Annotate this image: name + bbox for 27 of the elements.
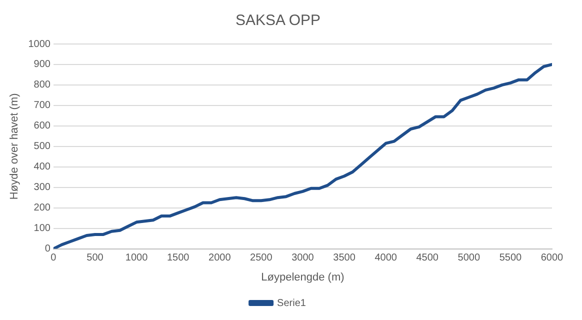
y-tick-label: 100	[34, 223, 51, 234]
y-tick-label: 400	[34, 162, 51, 173]
x-tick-label: 1500	[166, 252, 190, 264]
x-tick-label: 4000	[374, 252, 398, 264]
chart-title: SAKSA OPP	[235, 12, 321, 30]
y-tick-label: 800	[34, 80, 51, 91]
x-tick-label: 3000	[292, 252, 314, 264]
y-axis-title: Høyde over havet (m)	[8, 93, 21, 200]
x-tick-label: 6000	[540, 252, 564, 264]
y-tick-label: 200	[34, 202, 51, 214]
y-tick-label: 1000	[28, 38, 51, 50]
x-tick-label: 2000	[208, 252, 232, 264]
x-tick-label: 2500	[250, 252, 273, 264]
legend-label: Serie1	[277, 298, 306, 309]
x-tick-label: 1000	[125, 252, 148, 264]
y-tick-label: 500	[34, 141, 51, 152]
y-tick-label: 600	[34, 120, 51, 132]
y-tick-label: 0	[44, 244, 51, 255]
x-tick-label: 5000	[458, 252, 480, 264]
y-tick-label: 700	[34, 100, 51, 112]
y-tick-label: 900	[34, 59, 51, 70]
x-tick-label: 5500	[499, 252, 522, 264]
x-axis-title: Løypelengde (m)	[261, 271, 344, 284]
x-tick-label: 3500	[333, 252, 356, 264]
x-tick-label: 500	[86, 252, 104, 264]
y-tick-label: 300	[34, 182, 51, 194]
x-tick-label: 4500	[416, 252, 439, 264]
